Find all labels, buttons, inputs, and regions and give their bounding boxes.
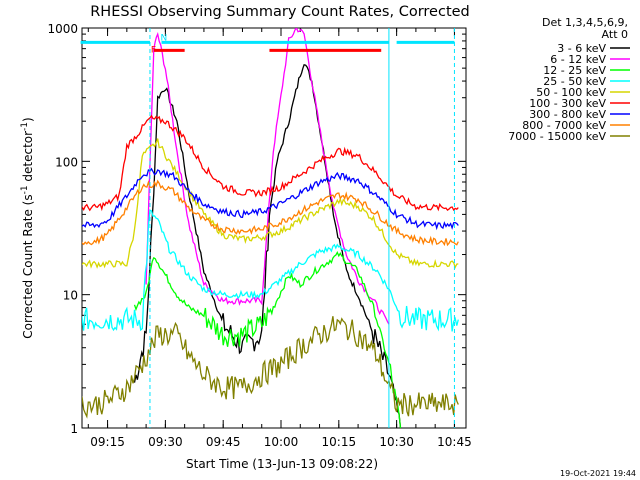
series-line-8 (82, 316, 459, 419)
y-label-main: Corrected Count Rate (s (21, 194, 35, 338)
legend-title-line2: Att 0 (602, 28, 628, 41)
x-tick-label: 10:30 (379, 435, 414, 449)
legend-label: 25 - 50 keV (543, 75, 606, 88)
x-tick-label: 09:45 (206, 435, 241, 449)
x-axis-label: Start Time (13-Jun-13 09:08:22) (186, 457, 378, 471)
plot-frame (81, 27, 467, 429)
legend-title-line1: Det 1,3,4,5,6,9, (542, 16, 628, 29)
footer-timestamp: 19-Oct-2021 19:44 (560, 469, 636, 478)
y-label-sup2: -1 (20, 122, 30, 131)
series-line-1 (145, 28, 390, 325)
series-line-5 (82, 114, 459, 212)
legend-label: 12 - 25 keV (543, 64, 606, 77)
n-marker-label: N (161, 33, 168, 43)
series-line-7 (82, 179, 459, 247)
x-tick-label: 10:45 (437, 435, 472, 449)
y-label-sup1: -1 (20, 185, 30, 194)
legend-label: 100 - 300 keV (529, 97, 606, 110)
legend-label: 7000 - 15000 keV (508, 130, 606, 143)
legend-label: 3 - 6 keV (557, 42, 606, 55)
y-tick-label: 10 (63, 289, 78, 303)
y-label-mid: detector (21, 131, 35, 186)
y-axis-label: Corrected Count Rate (s-1 detector-1) (20, 117, 35, 338)
y-tick-label: 1 (70, 422, 78, 436)
x-tick-label: 09:15 (90, 435, 125, 449)
y-label-end: ) (21, 117, 35, 122)
series-line-0 (133, 64, 402, 428)
series-line-3 (82, 209, 459, 332)
y-tick-label: 100 (55, 155, 78, 169)
legend-label: 800 - 7000 keV (522, 119, 606, 132)
legend-label: 6 - 12 keV (550, 53, 606, 66)
series-line-4 (82, 138, 459, 269)
series-group (82, 28, 459, 428)
x-tick-label: 09:30 (148, 435, 183, 449)
svg-text:Corrected Count Rate (s-1 dete: Corrected Count Rate (s-1 detector-1) (20, 117, 35, 338)
legend-label: 50 - 100 keV (536, 86, 606, 99)
x-tick-label: 10:00 (264, 435, 299, 449)
y-tick-label: 1000 (47, 22, 78, 36)
series-line-2 (133, 251, 402, 428)
x-tick-label: 10:15 (322, 435, 357, 449)
chart-title: RHESSI Observing Summary Count Rates, Co… (90, 4, 470, 20)
f-marker-label: F (151, 45, 156, 55)
series-line-6 (82, 167, 459, 231)
legend-label: 300 - 800 keV (529, 108, 606, 121)
